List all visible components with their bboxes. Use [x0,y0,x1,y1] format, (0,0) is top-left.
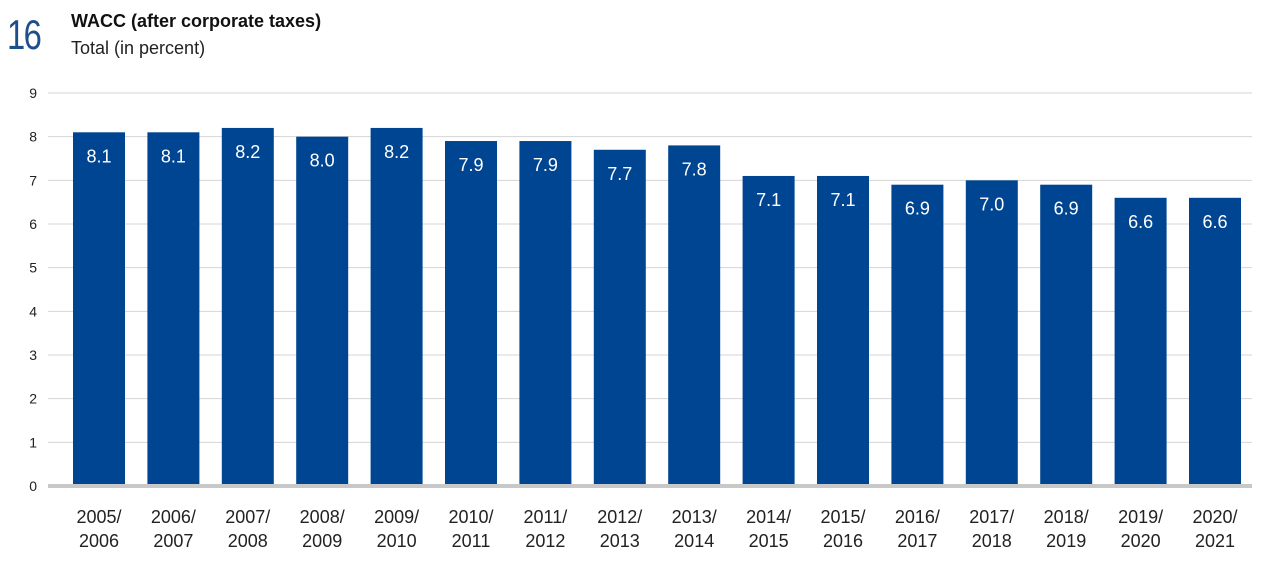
bar [965,180,1018,487]
x-tick-label: 2018 [972,531,1012,551]
bar-value-label: 7.8 [682,159,707,179]
bar [817,175,869,486]
bar [891,184,944,486]
figure-number: 16 [7,11,42,58]
x-tick-label: 2006 [79,531,119,551]
y-tick-label: 0 [29,478,37,494]
x-tick-label: 2012 [525,531,565,551]
bar-value-label: 8.0 [310,151,335,171]
bar-value-label: 7.1 [756,190,781,210]
x-tick-label: 2014 [674,531,714,551]
bar [742,175,795,486]
bar-value-label: 8.2 [384,142,409,162]
x-tick-label: 2009 [302,531,342,551]
x-tick-label: 2013 [600,531,640,551]
x-tick-label: 2012/ [597,507,642,527]
bar [370,127,423,486]
bar [147,132,200,487]
x-tick-label: 2007/ [225,507,270,527]
x-tick-label: 2005/ [76,507,121,527]
y-tick-label: 7 [29,172,37,188]
x-tick-label: 2013/ [672,507,717,527]
bar-value-label: 7.0 [979,194,1004,214]
bar-value-label: 6.9 [1054,199,1079,219]
x-tick-label: 2016/ [895,507,940,527]
y-tick-label: 6 [29,216,37,232]
y-tick-label: 8 [29,129,37,145]
bar-value-label: 6.9 [905,199,930,219]
x-tick-label: 2007 [153,531,193,551]
x-tick-label: 2015/ [820,507,865,527]
x-tick-label: 2017/ [969,507,1014,527]
bar-value-label: 7.9 [533,155,558,175]
bar [73,132,125,487]
y-tick-label: 9 [29,85,37,101]
bar-value-label: 6.6 [1128,212,1153,232]
x-tick-label: 2006/ [151,507,196,527]
y-tick-label: 5 [29,260,37,276]
bar [221,127,274,486]
bar-value-label: 6.6 [1202,212,1227,232]
x-tick-label: 2020 [1121,531,1161,551]
bars: 8.1 8.1 8.2 8.0 8.2 7.9 7.9 7.7 7.8 7.1 7.1 6.9 7.0 6… [73,127,1241,487]
bar [593,149,646,486]
bar [296,136,349,486]
bar [1114,197,1167,487]
bar [445,141,497,487]
x-tick-label: 2015 [749,531,789,551]
bar [519,141,572,487]
y-axis: 0 1 2 3 4 5 6 7 8 9 [29,85,37,494]
bar-value-label: 7.7 [607,164,632,184]
x-tick-label: 2009/ [374,507,419,527]
x-tick-label: 2018/ [1044,507,1089,527]
y-tick-label: 4 [29,303,37,319]
chart-title: WACC (after corporate taxes) [71,11,322,31]
bar [668,145,721,486]
x-tick-label: 2019/ [1118,507,1163,527]
x-tick-label: 2019 [1046,531,1086,551]
y-tick-label: 2 [29,391,37,407]
x-tick-label: 2016 [823,531,863,551]
y-tick-label: 3 [29,347,37,363]
bar-value-label: 8.1 [86,146,111,166]
bar-value-label: 7.9 [458,155,483,175]
x-tick-label: 2011/ [524,507,568,527]
bar-value-label: 8.2 [235,142,260,162]
chart-subtitle: Total (in percent) [71,38,206,58]
x-axis: 2005/2006 2006/2007 2007/2008 2008/2009 2009… [48,484,1252,551]
bar-value-label: 8.1 [161,146,186,166]
bar [1189,197,1241,487]
x-tick-label: 2008/ [300,507,345,527]
x-tick-label: 2008 [228,531,268,551]
x-tick-label: 2021 [1195,531,1235,551]
x-tick-label: 2017 [897,531,937,551]
y-tick-label: 1 [29,434,37,450]
x-tick-label: 2010 [377,531,417,551]
x-tick-label: 2014/ [746,507,791,527]
x-tick-label: 2010/ [448,507,493,527]
bar [1040,184,1093,486]
x-tick-label: 2011 [452,531,491,551]
x-tick-label: 2020/ [1192,507,1237,527]
bar-value-label: 7.1 [830,190,855,210]
